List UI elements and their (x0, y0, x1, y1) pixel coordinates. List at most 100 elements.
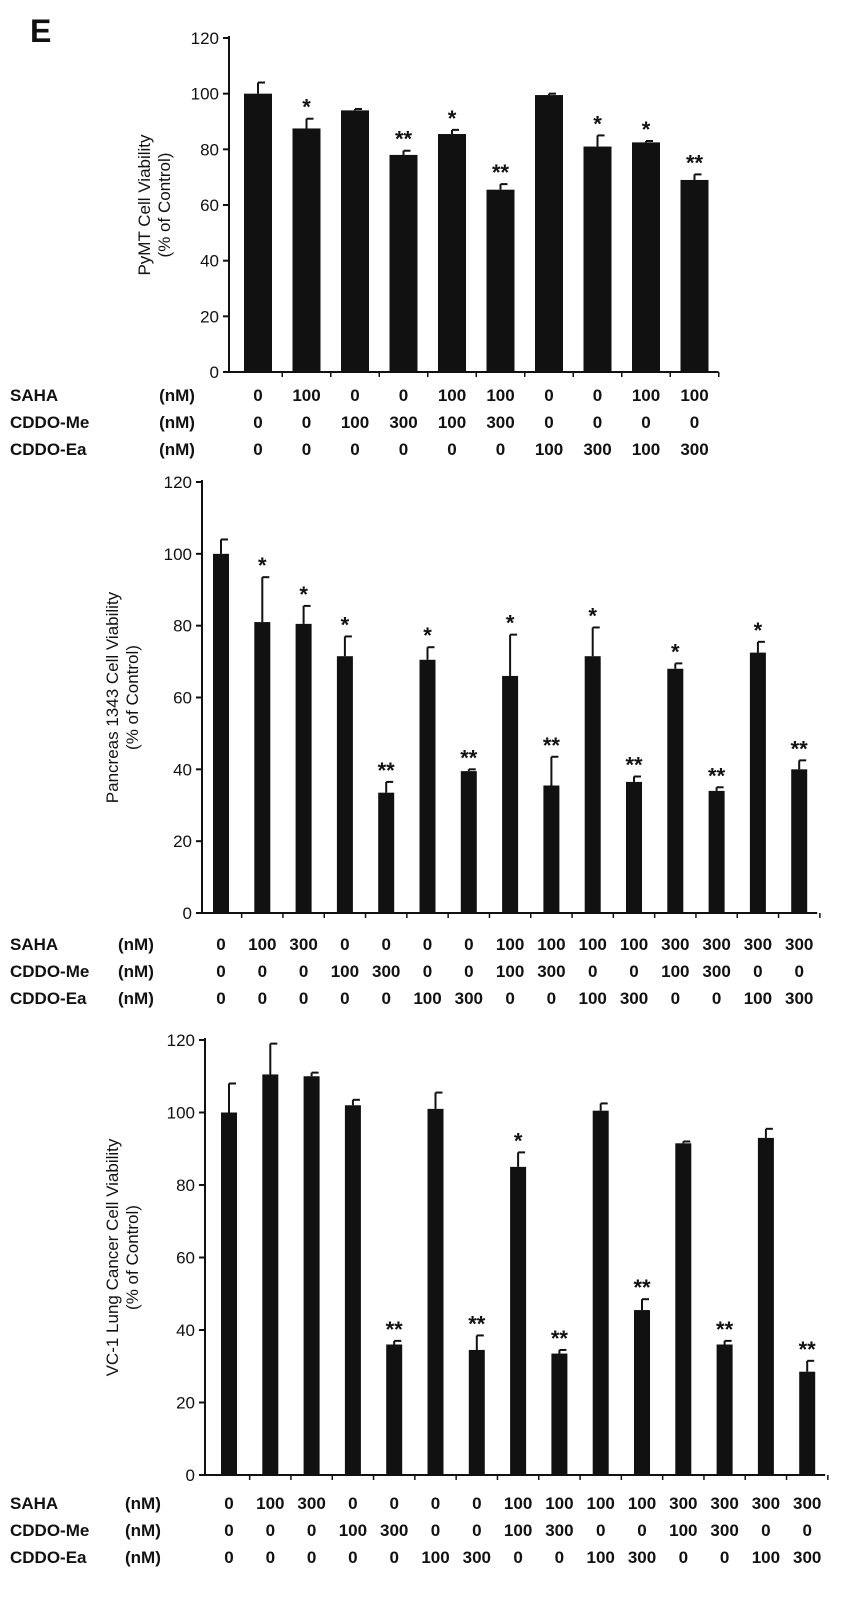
condition-value: 100 (545, 1494, 573, 1513)
condition-value: 100 (256, 1494, 284, 1513)
condition-value: 0 (299, 962, 308, 981)
bar (460, 771, 477, 913)
condition-value: 0 (348, 1548, 357, 1567)
condition-value: 100 (341, 413, 369, 432)
condition-value: 300 (710, 1494, 738, 1513)
condition-value: 0 (544, 386, 553, 405)
bar (791, 769, 808, 913)
condition-value: 0 (423, 962, 432, 981)
condition-value: 0 (802, 1521, 811, 1540)
bar (626, 781, 642, 913)
condition-unit: (nM) (118, 935, 154, 954)
condition-value: 100 (752, 1548, 780, 1567)
condition-value: 0 (224, 1548, 233, 1567)
bar (667, 668, 684, 913)
condition-value: 0 (266, 1521, 275, 1540)
condition-value: 300 (680, 440, 708, 459)
condition-value: 100 (421, 1548, 449, 1567)
condition-value: 100 (438, 386, 466, 405)
condition-value: 300 (389, 413, 417, 432)
significance-mark: ** (708, 763, 726, 788)
bar (551, 1353, 568, 1475)
significance-mark: * (671, 639, 680, 664)
significance-mark: * (754, 618, 763, 643)
bar (749, 652, 766, 913)
y-tick-label: 20 (173, 832, 192, 851)
condition-value: 0 (216, 935, 225, 954)
condition-value: 100 (537, 935, 565, 954)
condition-value: 0 (340, 989, 349, 1008)
condition-value: 100 (292, 386, 320, 405)
condition-value: 100 (331, 962, 359, 981)
y-tick-label: 60 (200, 196, 219, 215)
y-tick-label: 80 (200, 140, 219, 159)
condition-value: 300 (702, 962, 730, 981)
condition-value: 300 (661, 935, 689, 954)
y-tick-label: 0 (210, 363, 219, 382)
condition-value: 0 (588, 962, 597, 981)
condition-unit: (nM) (159, 413, 195, 432)
condition-value: 300 (793, 1548, 821, 1567)
condition-unit: (nM) (159, 440, 195, 459)
bar (708, 790, 725, 913)
y-axis-unit: (% of Control) (123, 645, 142, 750)
condition-unit: (nM) (118, 962, 154, 981)
condition-value: 0 (299, 989, 308, 1008)
significance-mark: * (448, 106, 457, 131)
significance-mark: ** (468, 1311, 486, 1336)
bar (757, 1137, 774, 1475)
condition-value: 100 (620, 935, 648, 954)
condition-unit: (nM) (159, 386, 195, 405)
condition-value: 100 (339, 1521, 367, 1540)
condition-value: 0 (381, 989, 390, 1008)
condition-value: 0 (307, 1521, 316, 1540)
condition-value: 100 (413, 989, 441, 1008)
y-axis-label: Pancreas 1343 Cell Viability (103, 591, 122, 803)
condition-name: CDDO-Me (10, 413, 89, 432)
condition-value: 0 (712, 989, 721, 1008)
condition-name: CDDO-Me (10, 962, 89, 981)
panel-letter: E (30, 13, 51, 49)
condition-unit: (nM) (125, 1494, 161, 1513)
bar (535, 95, 563, 372)
condition-value: 0 (258, 989, 267, 1008)
condition-value: 100 (504, 1494, 532, 1513)
bar (292, 128, 321, 372)
condition-value: 300 (785, 935, 813, 954)
condition-value: 0 (350, 440, 359, 459)
bar (675, 1143, 692, 1475)
significance-mark: * (258, 553, 267, 578)
condition-value: 0 (224, 1521, 233, 1540)
significance-mark: ** (460, 745, 478, 770)
significance-mark: * (514, 1128, 523, 1153)
condition-value: 300 (463, 1548, 491, 1567)
bar (378, 792, 395, 913)
significance-mark: * (588, 603, 597, 628)
significance-mark: * (642, 117, 651, 142)
condition-value: 0 (794, 962, 803, 981)
condition-value: 300 (372, 962, 400, 981)
significance-mark: ** (551, 1326, 569, 1351)
condition-name: CDDO-Ea (10, 440, 87, 459)
y-tick-label: 100 (167, 1104, 195, 1123)
condition-value: 0 (753, 962, 762, 981)
condition-value: 0 (350, 386, 359, 405)
condition-unit: (nM) (125, 1548, 161, 1567)
condition-name: SAHA (10, 1494, 58, 1513)
condition-value: 0 (679, 1548, 688, 1567)
significance-mark: * (302, 95, 311, 120)
bar (468, 1349, 485, 1475)
condition-value: 300 (628, 1548, 656, 1567)
condition-name: CDDO-Me (10, 1521, 89, 1540)
bar (389, 154, 418, 372)
condition-value: 0 (555, 1548, 564, 1567)
condition-value: 0 (447, 440, 456, 459)
condition-value: 100 (587, 1548, 615, 1567)
condition-value: 0 (381, 935, 390, 954)
bar (632, 142, 660, 372)
condition-value: 0 (637, 1521, 646, 1540)
y-tick-label: 80 (176, 1176, 195, 1195)
significance-mark: ** (633, 1275, 651, 1300)
condition-value: 0 (505, 989, 514, 1008)
